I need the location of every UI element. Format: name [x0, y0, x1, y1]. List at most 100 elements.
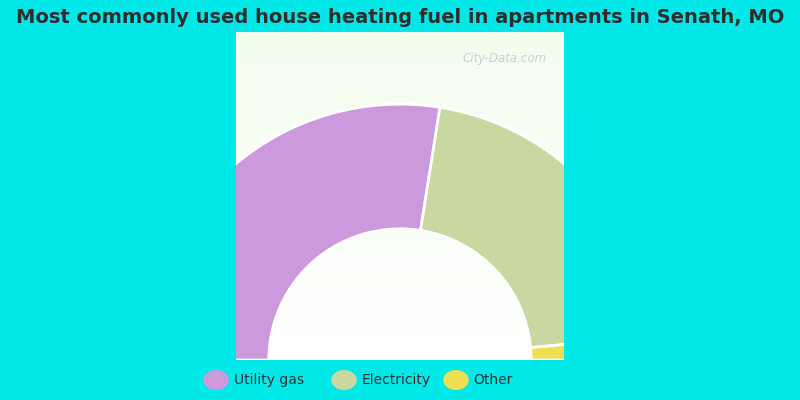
- Bar: [236, 270, 564, 272]
- Ellipse shape: [203, 370, 229, 390]
- Bar: [236, 212, 564, 214]
- Bar: [236, 163, 564, 165]
- Bar: [236, 178, 564, 180]
- Bar: [236, 342, 564, 344]
- Bar: [236, 329, 564, 330]
- Bar: [236, 275, 564, 276]
- Bar: [236, 166, 564, 168]
- Text: City-Data.com: City-Data.com: [463, 52, 547, 65]
- Bar: [236, 301, 564, 302]
- Wedge shape: [144, 104, 440, 360]
- Bar: [236, 344, 564, 345]
- Bar: [236, 153, 564, 155]
- Bar: [236, 170, 564, 171]
- Bar: [236, 162, 564, 163]
- Bar: [236, 216, 564, 217]
- Bar: [236, 144, 564, 145]
- Bar: [236, 137, 564, 139]
- Bar: [236, 226, 564, 227]
- Bar: [236, 229, 564, 230]
- Bar: [236, 290, 564, 291]
- Bar: [236, 34, 564, 35]
- Bar: [236, 147, 564, 148]
- Bar: [236, 132, 564, 134]
- Bar: [236, 102, 564, 104]
- Bar: [236, 345, 564, 347]
- Bar: [236, 117, 564, 119]
- Bar: [236, 335, 564, 337]
- Bar: [236, 209, 564, 211]
- Bar: [236, 334, 564, 335]
- Bar: [236, 86, 564, 88]
- Bar: [236, 188, 564, 190]
- Bar: [236, 173, 564, 175]
- Bar: [236, 32, 564, 34]
- Bar: [236, 155, 564, 157]
- Bar: [236, 358, 564, 360]
- Bar: [236, 70, 564, 71]
- Bar: [236, 339, 564, 340]
- Bar: [236, 204, 564, 206]
- Bar: [236, 239, 564, 240]
- Bar: [236, 337, 564, 339]
- Bar: [236, 180, 564, 181]
- Bar: [236, 90, 564, 91]
- Text: Electricity: Electricity: [362, 373, 430, 387]
- Bar: [236, 145, 564, 147]
- Bar: [236, 66, 564, 68]
- Bar: [236, 309, 564, 311]
- Bar: [236, 258, 564, 260]
- Bar: [236, 268, 564, 270]
- Bar: [236, 35, 564, 37]
- Bar: [236, 199, 564, 201]
- Bar: [236, 165, 564, 166]
- Bar: [236, 198, 564, 199]
- Bar: [236, 283, 564, 284]
- Bar: [236, 347, 564, 348]
- Bar: [236, 326, 564, 327]
- Bar: [236, 58, 564, 60]
- Bar: [236, 135, 564, 137]
- Bar: [236, 45, 564, 47]
- Bar: [236, 190, 564, 191]
- Text: Most commonly used house heating fuel in apartments in Senath, MO: Most commonly used house heating fuel in…: [16, 8, 784, 27]
- Bar: [236, 134, 564, 135]
- Bar: [236, 114, 564, 116]
- Bar: [236, 273, 564, 275]
- Bar: [236, 257, 564, 258]
- Bar: [236, 263, 564, 265]
- Bar: [236, 176, 564, 178]
- Ellipse shape: [443, 370, 469, 390]
- Bar: [236, 352, 564, 354]
- Bar: [236, 129, 564, 130]
- Bar: [236, 183, 564, 184]
- Bar: [236, 196, 564, 198]
- Bar: [236, 306, 564, 308]
- Bar: [236, 83, 564, 84]
- Bar: [236, 44, 564, 45]
- Bar: [236, 73, 564, 75]
- Bar: [236, 247, 564, 248]
- Bar: [236, 299, 564, 301]
- Bar: [236, 108, 564, 109]
- Bar: [236, 184, 564, 186]
- Bar: [236, 112, 564, 114]
- Bar: [236, 152, 564, 153]
- Bar: [236, 98, 564, 99]
- Wedge shape: [530, 336, 656, 360]
- Bar: [236, 348, 564, 350]
- Bar: [236, 57, 564, 58]
- Bar: [236, 260, 564, 262]
- Bar: [236, 80, 564, 81]
- Bar: [236, 52, 564, 53]
- Bar: [236, 327, 564, 329]
- Bar: [236, 38, 564, 40]
- Bar: [236, 158, 564, 160]
- Bar: [236, 111, 564, 112]
- Bar: [236, 286, 564, 288]
- Bar: [236, 232, 564, 234]
- Bar: [236, 65, 564, 66]
- Bar: [236, 219, 564, 221]
- Bar: [236, 193, 564, 194]
- Bar: [236, 284, 564, 286]
